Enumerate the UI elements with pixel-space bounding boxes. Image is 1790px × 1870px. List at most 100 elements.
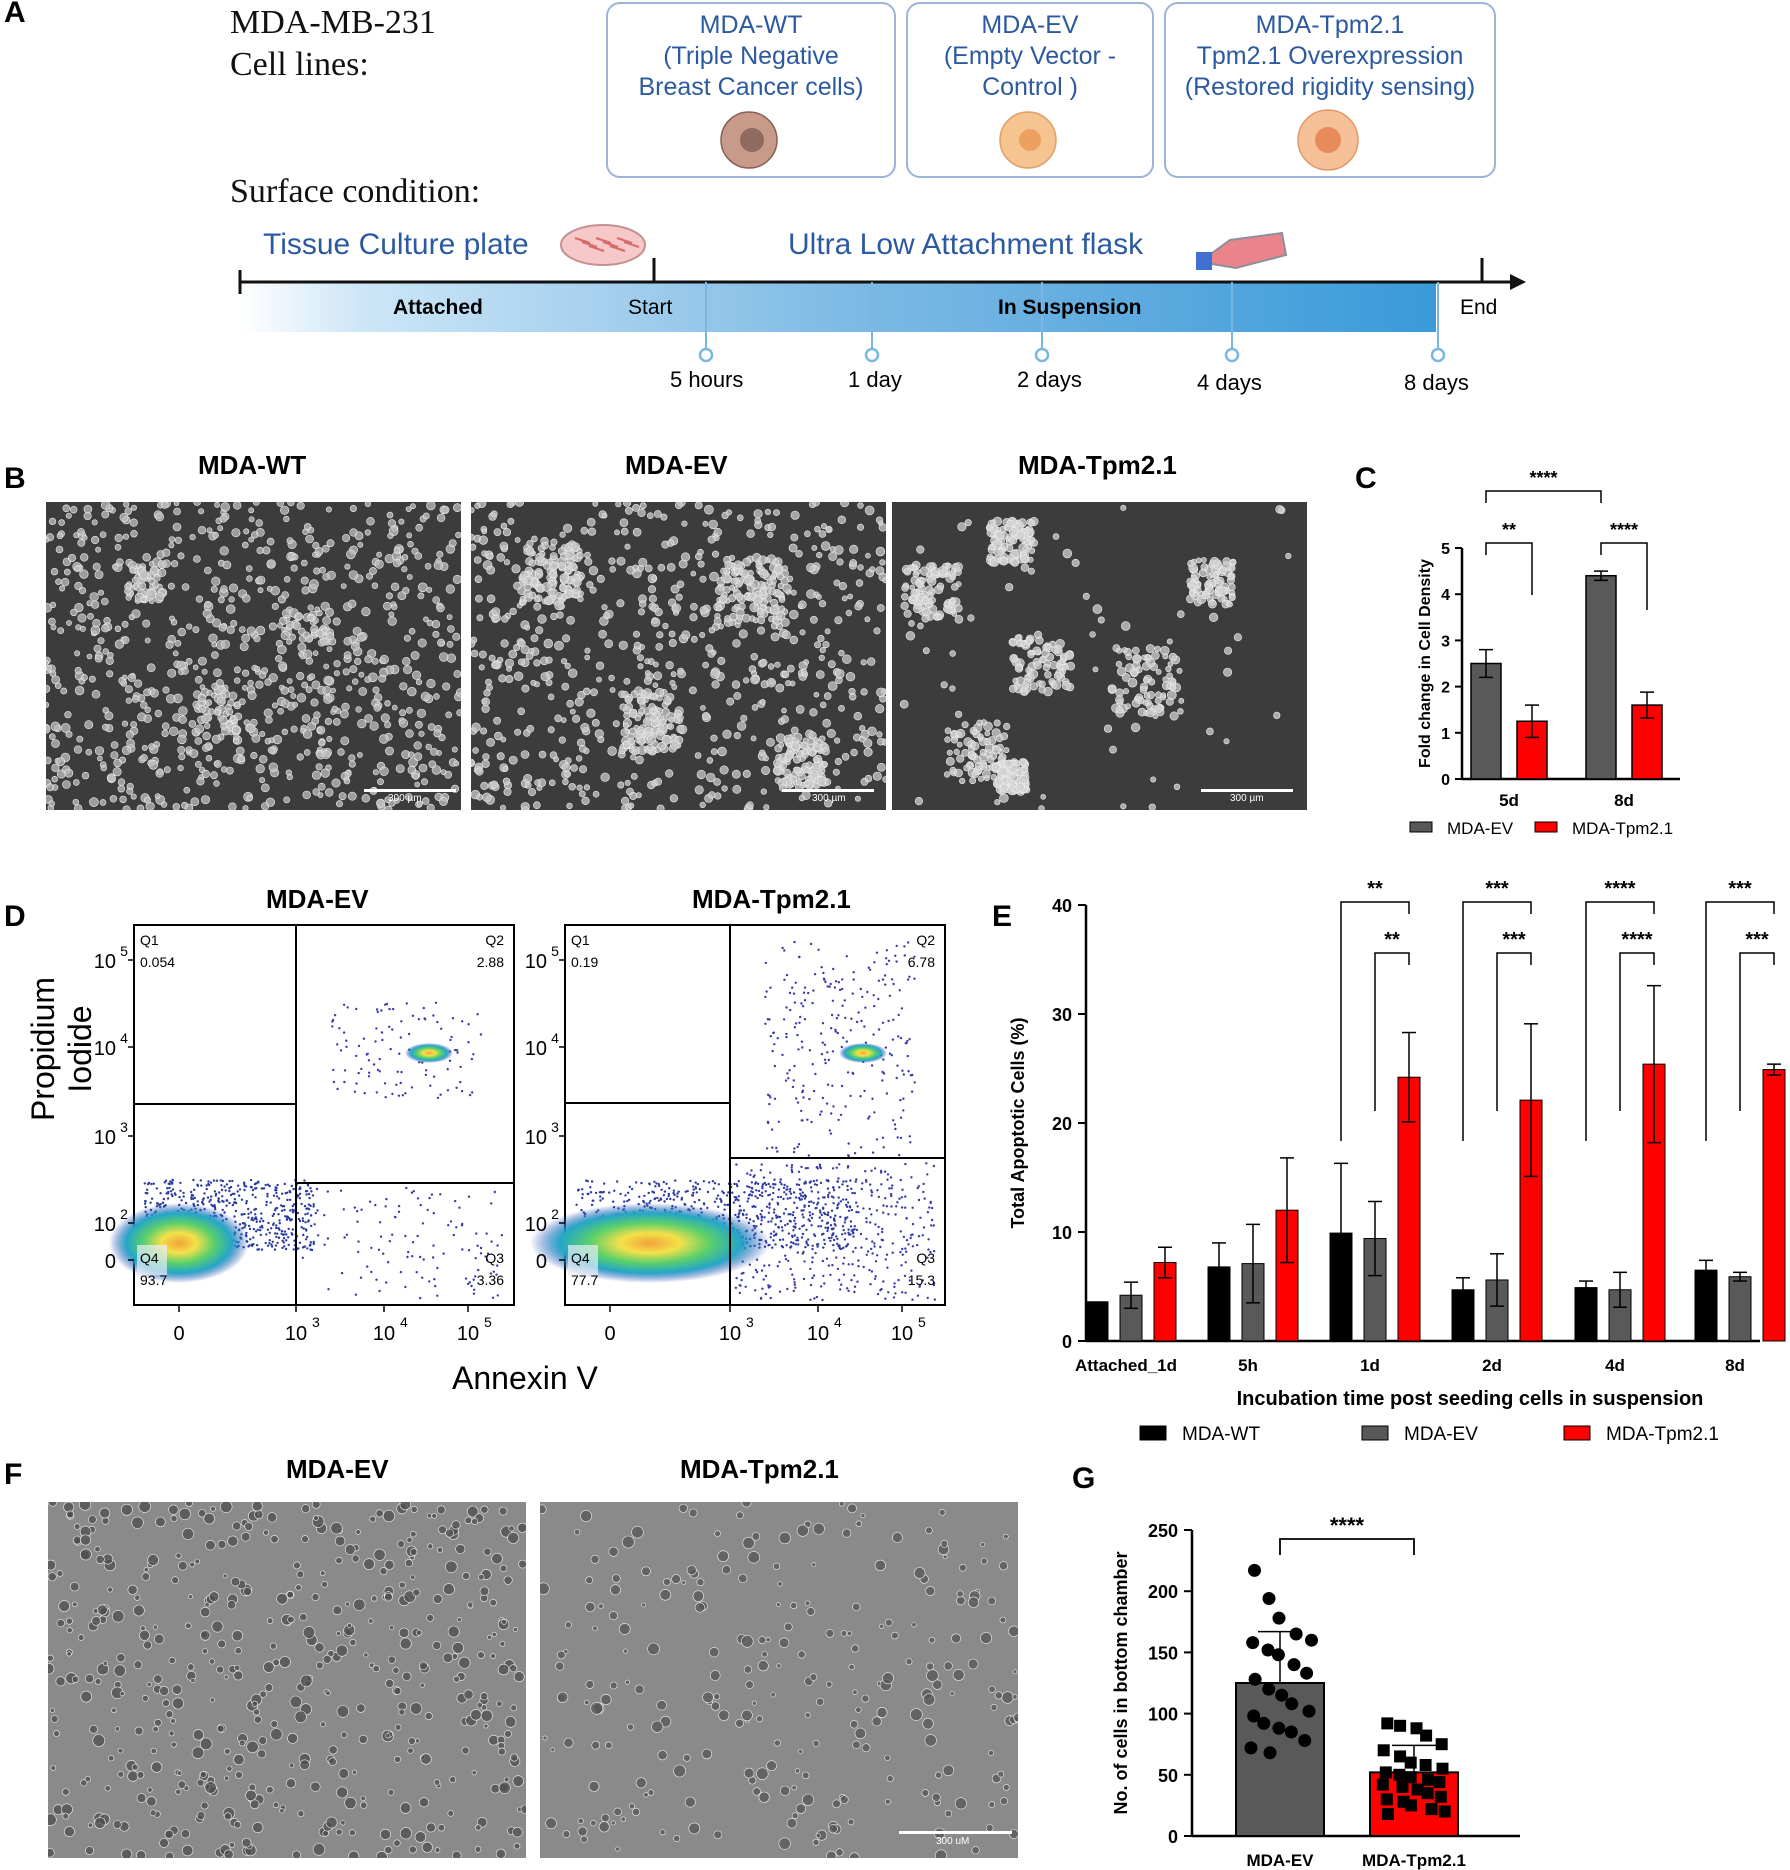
b-title-wt: MDA-WT: [198, 450, 307, 480]
g-point: [1262, 1592, 1276, 1605]
cell-blob: [653, 510, 662, 518]
flow-dot: [745, 1213, 748, 1216]
flow-dot: [653, 1197, 656, 1201]
cell-blob: [318, 739, 326, 747]
cell-blob: [228, 691, 238, 701]
flow-dot: [309, 1187, 312, 1190]
cell-blob: [615, 502, 622, 508]
panel-label-e: E: [992, 900, 1013, 933]
flow-dot: [250, 1186, 253, 1189]
cell-blob: [110, 741, 119, 749]
flow-dot: [343, 1080, 346, 1084]
cell-blob: [365, 572, 373, 580]
cell-blob: [453, 760, 460, 767]
cell-blob: [600, 772, 610, 782]
cell-blob: [826, 729, 836, 739]
flow-dot: [879, 1289, 882, 1292]
flow-dot: [759, 1223, 763, 1226]
flow-dot: [835, 1256, 838, 1259]
flow-dot: [887, 1213, 890, 1216]
flow-dot: [234, 1209, 238, 1213]
flow-dot: [783, 949, 786, 952]
flow-dot: [781, 946, 784, 950]
cell-blob: [554, 600, 564, 611]
flow-dot: [581, 1196, 584, 1200]
cell-blob: [364, 676, 372, 683]
cell-blob: [343, 637, 352, 646]
flow-dot: [869, 1183, 872, 1186]
cell-blob: [828, 551, 838, 561]
flow-dot: [776, 1037, 779, 1040]
flow-dot: [192, 1178, 195, 1182]
flow-dot: [922, 1182, 925, 1186]
cell-blob: [90, 600, 100, 609]
flow-dot: [599, 1190, 602, 1194]
e-sig-label: ***: [1502, 929, 1526, 951]
cell-blob: [51, 776, 58, 783]
timepoint-marker: [1034, 347, 1050, 363]
cell-blob: [545, 679, 553, 687]
flow-dot: [275, 1191, 278, 1195]
cell-blob: [403, 634, 411, 642]
cell-blob: [352, 626, 362, 636]
cell-blob: [129, 567, 136, 574]
cell-blob: [707, 650, 716, 658]
cell-blob: [196, 777, 205, 786]
flow-dot: [357, 1044, 361, 1048]
flow-dot: [916, 1294, 920, 1297]
flow-dot: [339, 1189, 343, 1192]
flow-dot: [298, 1197, 302, 1200]
flow-dot: [871, 1240, 874, 1243]
e-sig-bracket: [1462, 901, 1532, 1141]
cell-blob: [126, 787, 134, 795]
flow-dot: [764, 1183, 768, 1187]
flow-dot: [355, 1007, 358, 1011]
flow-dot: [285, 1239, 288, 1242]
cell-blob: [647, 512, 654, 519]
cell-blob: [788, 543, 798, 553]
flow-dot: [258, 1220, 262, 1223]
flow-dot: [810, 1224, 813, 1227]
flow-dot: [360, 1067, 363, 1071]
flow-dot: [752, 1276, 755, 1279]
flow-dot: [741, 1212, 744, 1216]
flow-dot: [287, 1236, 290, 1239]
flow-dot: [770, 1220, 773, 1223]
flow-dot: [844, 1245, 848, 1248]
flow-dot: [451, 1017, 455, 1020]
flow-dot: [446, 1068, 449, 1071]
flow-dot: [735, 1163, 738, 1166]
cell-blob: [690, 570, 697, 577]
flow-dot: [873, 1245, 876, 1248]
cell-blob: [493, 716, 501, 725]
cell-blob: [46, 701, 50, 708]
g-point: [1380, 1793, 1393, 1806]
flow-dot: [712, 1187, 715, 1190]
flow-dot: [831, 1050, 835, 1053]
flow-dot: [166, 1197, 170, 1200]
flow-dot: [218, 1200, 221, 1204]
flow-dot: [225, 1199, 228, 1202]
cell-blob: [568, 783, 576, 791]
cell-blob: [324, 717, 333, 725]
flow-dot: [860, 1019, 863, 1023]
flow-dot: [873, 1167, 877, 1170]
cell-blob: [766, 737, 775, 747]
cell-blob: [121, 674, 128, 681]
cell-blob: [194, 676, 203, 684]
cell-blob: [616, 556, 626, 566]
cell-blob: [307, 604, 314, 611]
cell-blob: [721, 785, 728, 792]
cell-blob: [190, 797, 200, 807]
flow-dot: [841, 978, 844, 981]
flow-dot: [275, 1186, 278, 1190]
flow-dot: [799, 1192, 802, 1196]
cell-blob: [674, 502, 683, 509]
flow-dot: [808, 1200, 811, 1204]
flow-dot: [449, 1038, 452, 1042]
flow-dot: [832, 1238, 836, 1242]
flow-dot: [312, 1203, 315, 1206]
flow-dot: [831, 1264, 834, 1267]
cell-blob: [559, 531, 566, 538]
flow-dot: [785, 1035, 788, 1039]
